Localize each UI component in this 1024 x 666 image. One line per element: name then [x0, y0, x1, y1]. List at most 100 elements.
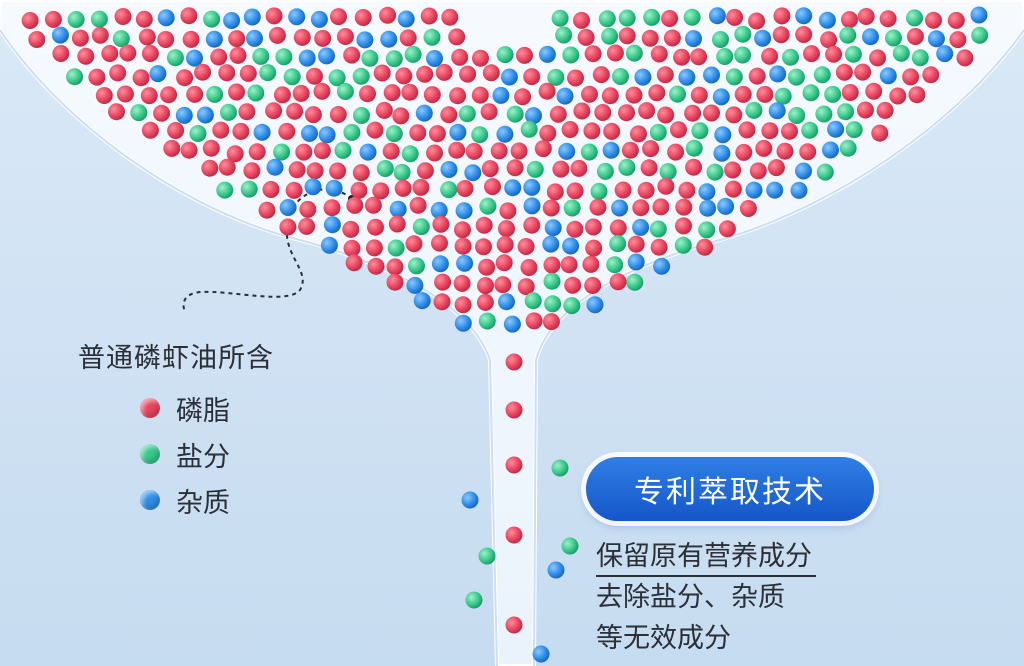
red-particle [570, 159, 588, 177]
blue-particle [713, 144, 731, 162]
red-particle [675, 198, 693, 216]
red-particle [650, 238, 668, 256]
red-particle [663, 29, 681, 47]
red-particle [412, 178, 430, 196]
red-particle [543, 256, 561, 274]
green-particle [598, 10, 616, 28]
red-particle [690, 48, 708, 66]
red-particle [906, 28, 924, 45]
red-particle [232, 122, 250, 140]
blue-particle [795, 7, 813, 25]
blue-particle [653, 257, 671, 275]
green-particle [774, 87, 792, 105]
green-particle [618, 9, 636, 27]
red-particle [803, 45, 820, 63]
red-particle [116, 85, 134, 103]
green-particle [971, 26, 989, 44]
blue-particle [455, 202, 473, 220]
green-particle [734, 46, 752, 64]
blue-particle [389, 200, 407, 218]
red-particle [119, 44, 137, 62]
red-particle [496, 236, 514, 254]
legend-item-salt: 盐分 [78, 431, 274, 477]
red-particle [392, 107, 410, 125]
red-particle [265, 7, 283, 25]
red-particle [21, 12, 39, 29]
blue-particle [253, 123, 271, 141]
blue-particle [754, 29, 772, 47]
blue-particle [538, 45, 556, 63]
red-particle [869, 49, 887, 67]
blue-particle [298, 49, 316, 67]
red-particle [248, 143, 266, 161]
red-particle [293, 28, 311, 46]
red-particle [678, 181, 696, 199]
red-particle [478, 258, 496, 276]
red-particle [456, 180, 474, 197]
blue-particle [544, 219, 562, 237]
red-particle [879, 10, 897, 28]
red-particle [409, 196, 427, 214]
green-particle [816, 163, 834, 181]
green-particle [845, 121, 863, 139]
green-particle [612, 68, 629, 85]
red-particle [510, 142, 528, 160]
blue-particle [879, 67, 897, 85]
green-particle [618, 158, 636, 176]
red-particle [28, 31, 46, 48]
blue-particle [542, 235, 560, 253]
red-particle [77, 47, 95, 65]
red-particle [648, 84, 666, 102]
red-particle [573, 11, 590, 29]
blue-particle [936, 45, 954, 63]
red-particle [523, 216, 541, 234]
red-particle [854, 63, 872, 81]
red-particle [581, 85, 598, 103]
blue-particle [708, 7, 726, 25]
red-particle [561, 121, 579, 138]
green-particle [839, 139, 857, 157]
red-particle [449, 87, 467, 105]
green-particle [353, 107, 370, 124]
red-particle [299, 200, 317, 218]
red-particle [726, 8, 744, 26]
red-particle [285, 181, 303, 199]
red-particle [367, 257, 385, 275]
red-particle [523, 68, 541, 86]
red-particle [499, 202, 517, 220]
red-particle [352, 164, 370, 182]
red-particle [314, 29, 332, 47]
blue-particle [157, 9, 175, 27]
red-particle [761, 122, 779, 140]
red-particle [160, 86, 178, 104]
green-particle [283, 68, 301, 86]
red-particle [229, 46, 247, 64]
red-particle [641, 29, 659, 47]
red-particle [652, 198, 670, 216]
red-particle [364, 196, 382, 214]
red-particle [434, 273, 452, 291]
red-particle [343, 239, 361, 257]
green-particle [361, 49, 379, 67]
red-particle [675, 217, 692, 235]
blue-particle [562, 237, 580, 255]
red-particle [286, 102, 304, 120]
red-particle [313, 82, 331, 100]
red-particle [306, 67, 323, 85]
red-particle [724, 161, 742, 179]
green-particle [601, 27, 619, 45]
red-particle [273, 86, 291, 104]
blue-particle [449, 123, 467, 141]
red-particle [484, 178, 501, 196]
green-particle [725, 68, 743, 86]
green-particle [273, 143, 291, 161]
green-particle [404, 45, 422, 63]
red-particle [795, 26, 813, 43]
red-particle [313, 142, 331, 160]
red-particle [433, 293, 451, 311]
red-particle [718, 220, 736, 238]
green-particle [90, 10, 108, 28]
legend-label: 杂质 [176, 487, 230, 519]
green-particle [787, 68, 805, 86]
green-particle [543, 272, 561, 290]
